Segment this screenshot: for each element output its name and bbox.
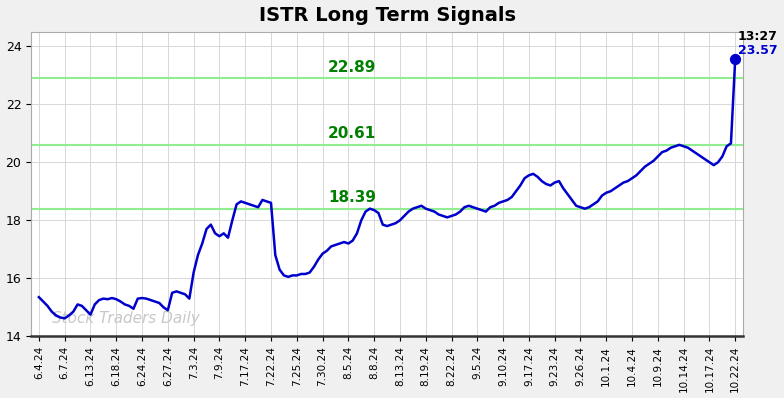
Point [729, 55, 742, 62]
Text: 18.39: 18.39 [328, 191, 376, 205]
Text: 13:27: 13:27 [738, 30, 778, 43]
Text: 22.89: 22.89 [328, 60, 376, 75]
Text: 23.57: 23.57 [738, 44, 778, 57]
Title: ISTR Long Term Signals: ISTR Long Term Signals [259, 6, 516, 25]
Text: Stock Traders Daily: Stock Traders Daily [52, 311, 200, 326]
Text: 20.61: 20.61 [328, 126, 376, 141]
